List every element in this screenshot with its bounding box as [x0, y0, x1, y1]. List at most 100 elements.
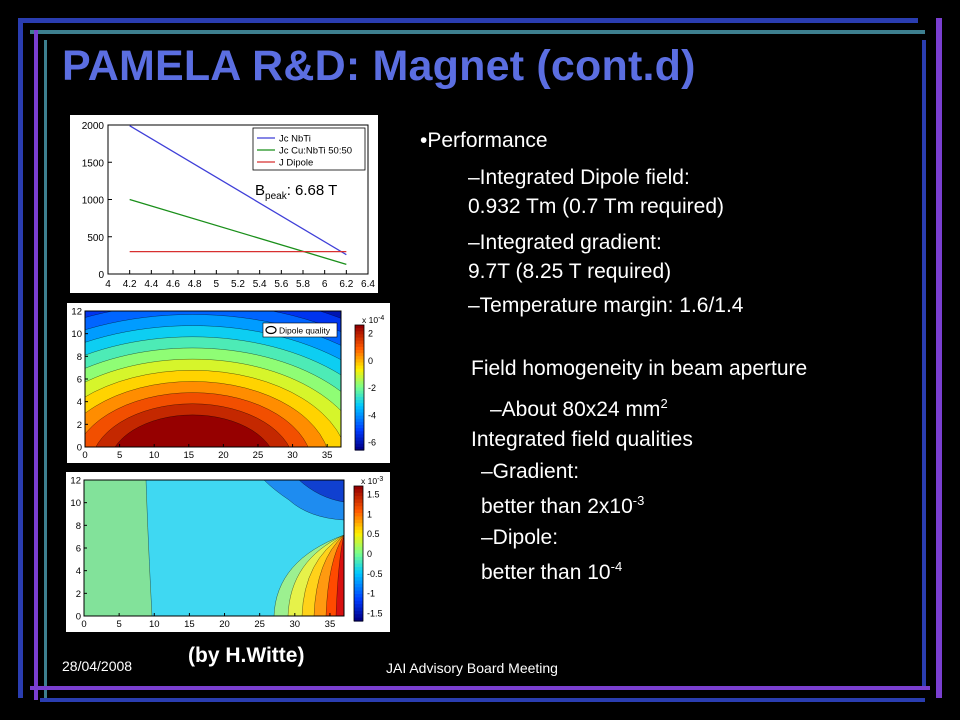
colorbar-tick-label: -2 — [368, 383, 376, 393]
colorbar-segment — [355, 384, 364, 389]
x-tick-label: 4.6 — [166, 279, 180, 290]
jc-line-chart: 4 4.2 4.4 4.6 4.8 5 5.2 5.4 5.6 5.8 6 6.2 6.4 0 500 100… — [70, 115, 378, 293]
footer-meeting: JAI Advisory Board Meeting — [386, 660, 558, 676]
colorbar-segment — [354, 550, 363, 555]
x-tick-label: 20 — [219, 619, 230, 630]
colorbar-segment — [355, 356, 364, 360]
colorbar-tick-label: -4 — [368, 410, 376, 420]
colorbar-segment — [354, 556, 363, 561]
bullet-performance: •Performance — [420, 129, 548, 152]
x-tick-label: 10 — [149, 619, 160, 630]
slide-title: PAMELA R&D: Magnet (cont.d) — [62, 42, 696, 90]
colorbar-segment — [355, 381, 364, 385]
colorbar-segment — [355, 387, 364, 392]
colorbar-segment — [354, 570, 363, 575]
contour-band — [114, 414, 271, 447]
x-tick-label: 5.6 — [274, 279, 288, 290]
x-tick-label: 5 — [214, 279, 220, 290]
colorbar-segment — [355, 353, 364, 357]
x-tick-label: 6 — [322, 279, 328, 290]
footer-date: 28/04/2008 — [62, 658, 133, 674]
x-tick-label: 15 — [183, 450, 194, 461]
colorbar-segment — [355, 437, 364, 442]
aperture-text: –About 80x24 mm — [490, 398, 661, 421]
frame-bar-right-2 — [922, 40, 926, 690]
series-line — [129, 198, 347, 265]
colorbar-segment — [354, 516, 363, 521]
colorbar-segment — [354, 597, 363, 602]
gradient-text: better than 2x10 — [481, 495, 633, 518]
colorbar-segment — [354, 590, 363, 595]
colorbar-segment — [355, 393, 364, 398]
colorbar-segment — [355, 428, 364, 432]
legend-box — [262, 322, 338, 338]
x-tick-label: 5 — [117, 450, 122, 461]
region-dark-blue — [298, 480, 344, 503]
y-tick-label: 2 — [76, 589, 81, 600]
bpeak-annotation: Bpeak: 6.68 T — [255, 182, 337, 202]
y-tick-label: 2000 — [82, 121, 105, 132]
colorbar-frame — [353, 485, 364, 622]
bullet-gradient-2: 9.7T (8.25 T required) — [468, 260, 672, 283]
y-tick-label: 4 — [76, 566, 81, 577]
colorbar-tick-label: -1.5 — [367, 609, 383, 619]
gradient-quality-map: 0 5 10 15 20 25 30 35 0 2 4 6 8 10 12 1.5 1 0.5 0 -0.5 -1 -1.… — [66, 472, 390, 632]
colorbar-segment — [355, 396, 364, 401]
colorbar-segment — [355, 346, 364, 351]
y-tick-label: 0 — [98, 270, 104, 281]
colorbar-segment — [355, 375, 364, 379]
colorbar-segment — [354, 526, 363, 531]
colorbar-segment — [355, 431, 364, 435]
x-tick-label: 6.4 — [361, 279, 375, 290]
colorbar-segment — [354, 489, 363, 494]
colorbar-segment — [355, 337, 364, 342]
y-tick-label: 10 — [71, 329, 82, 340]
colorbar-tick-label: 2 — [368, 329, 373, 339]
jc-line-chart-svg: 4 4.2 4.4 4.6 4.8 5 5.2 5.4 5.6 5.8 6 6.2 6.4 0 500 100… — [82, 121, 376, 290]
colorbar-segment — [355, 328, 364, 332]
colorbar-segment — [355, 443, 364, 448]
colorbar-segment — [354, 573, 363, 578]
x-tick-label: 10 — [149, 450, 160, 461]
colorbar-segment — [355, 409, 364, 414]
frame-bar-left-2 — [34, 30, 38, 700]
dipole-sup: -4 — [610, 559, 623, 574]
colorbar-segment — [355, 425, 364, 429]
colorbar-segment — [354, 563, 363, 568]
colorbar-segment — [354, 614, 363, 619]
colorbar-segment — [355, 325, 364, 329]
y-tick-label: 12 — [70, 476, 81, 487]
colorbar-segment — [354, 492, 363, 497]
colorbar-segment — [355, 334, 364, 339]
colorbar-segment — [354, 540, 363, 544]
colorbar-segment — [355, 446, 364, 451]
colorbar-segment — [354, 583, 363, 588]
x-tick-label: 30 — [287, 450, 298, 461]
y-tick-label: 1500 — [82, 158, 105, 169]
x-tick-label: 6.2 — [339, 279, 353, 290]
y-tick-label: 2 — [77, 420, 82, 431]
x-tick-label: 5.2 — [231, 279, 245, 290]
y-tick-label: 1000 — [82, 196, 105, 207]
colorbar-segment — [354, 600, 363, 605]
x-tick-label: 4.8 — [188, 279, 202, 290]
legend-box — [252, 127, 366, 171]
y-tick-label: 500 — [87, 233, 104, 244]
colorbar-segment — [354, 529, 363, 534]
gradient-regions — [84, 480, 344, 616]
y-tick-label: 8 — [77, 352, 82, 363]
colorbar-segment — [354, 543, 363, 548]
colorbar-segment — [355, 331, 364, 335]
colorbar-segment — [354, 486, 363, 490]
colorbar-segment — [354, 594, 363, 598]
text-dipole-1: –Dipole: — [481, 526, 559, 549]
x-tick-label: 4.2 — [123, 279, 137, 290]
colorbar-segment — [355, 421, 364, 426]
colorbar-segment — [354, 513, 363, 517]
dipole-bands — [85, 311, 341, 447]
colorbar-segment — [354, 567, 363, 571]
frame-bar-bottom — [30, 686, 930, 690]
x-tick-label: 5 — [116, 619, 121, 630]
y-tick-label: 10 — [70, 498, 81, 509]
